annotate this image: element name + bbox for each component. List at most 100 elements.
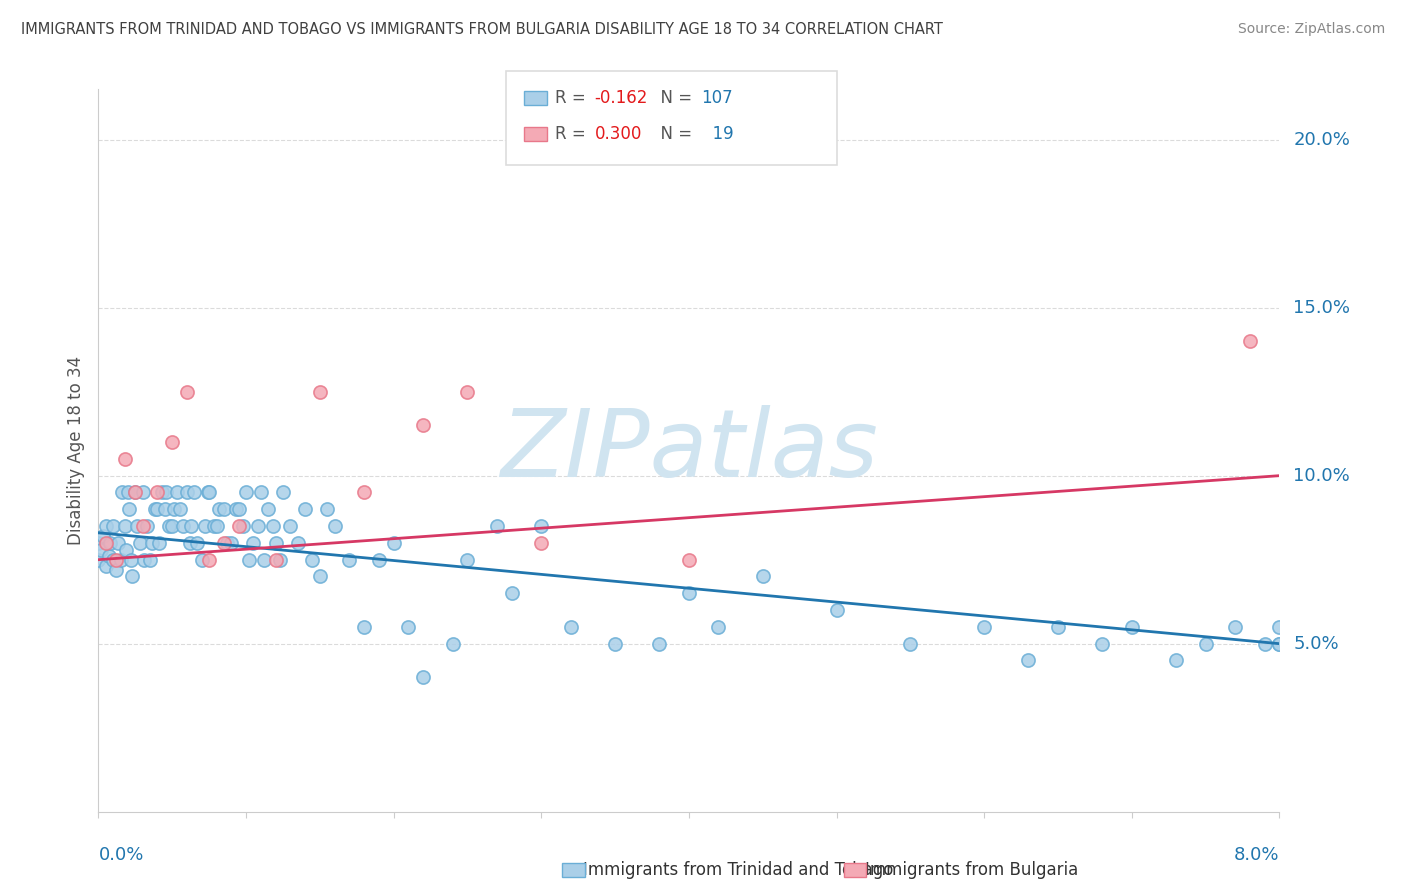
Text: Source: ZipAtlas.com: Source: ZipAtlas.com [1237,22,1385,37]
Point [441,637,464,651]
Point [198,485,221,500]
Point [900,637,922,651]
Point [157,519,180,533]
Point [205,519,228,533]
Point [132,485,155,500]
Point [212,536,235,550]
Point [253,552,276,566]
Point [136,519,159,533]
Point [166,485,188,500]
Point [530,519,553,533]
Text: 15.0%: 15.0% [1294,299,1350,317]
Point [973,620,995,634]
Point [1018,653,1040,667]
Point [121,569,143,583]
Point [501,586,523,600]
Point [678,586,700,600]
Point [94,536,117,550]
Point [752,569,775,583]
Point [94,559,117,574]
Point [155,485,177,500]
Point [120,552,142,566]
Point [128,536,150,550]
Point [825,603,848,617]
Point [111,485,134,500]
Point [1195,637,1218,651]
Point [202,519,225,533]
Point [530,536,553,550]
Text: 20.0%: 20.0% [1294,130,1350,149]
Point [103,519,125,533]
Point [1268,637,1291,651]
Point [87,536,110,550]
Point [148,536,170,550]
Text: N =: N = [650,89,697,107]
Point [1254,637,1277,651]
Point [309,384,332,399]
Point [457,552,479,566]
Point [150,485,173,500]
Point [368,552,391,566]
Text: 0.0%: 0.0% [98,847,143,864]
Point [262,519,284,533]
Text: R =: R = [555,125,592,143]
Point [648,637,671,651]
Point [212,502,235,516]
Point [153,502,176,516]
Point [215,536,238,550]
Point [162,435,183,450]
Point [412,418,434,433]
Point [191,552,214,566]
Point [105,563,128,577]
Point [309,569,332,583]
Text: Immigrants from Bulgaria: Immigrants from Bulgaria [865,861,1078,879]
Point [124,485,146,500]
Point [225,502,247,516]
Point [103,552,125,566]
Point [246,519,269,533]
Point [1091,637,1114,651]
Point [287,536,309,550]
Point [228,519,250,533]
Point [605,637,627,651]
Point [208,502,231,516]
Point [271,485,294,500]
Point [194,519,217,533]
Point [114,451,136,466]
Point [197,485,219,500]
Point [264,536,287,550]
Point [172,519,194,533]
Point [114,519,136,533]
Point [94,519,117,533]
Point [141,536,163,550]
Point [97,549,120,564]
Point [176,384,198,399]
Point [250,485,273,500]
Point [125,519,148,533]
Point [117,485,139,500]
Point [353,620,375,634]
Point [183,485,205,500]
Point [269,552,291,566]
Point [118,502,141,516]
Text: N =: N = [650,125,697,143]
Point [294,502,316,516]
Point [382,536,405,550]
Text: IMMIGRANTS FROM TRINIDAD AND TOBAGO VS IMMIGRANTS FROM BULGARIA DISABILITY AGE 1: IMMIGRANTS FROM TRINIDAD AND TOBAGO VS I… [21,22,943,37]
Point [1225,620,1247,634]
Point [264,552,287,566]
Point [412,670,434,684]
Point [134,552,156,566]
Y-axis label: Disability Age 18 to 34: Disability Age 18 to 34 [66,356,84,545]
Point [316,502,339,516]
Point [242,536,264,550]
Text: -0.162: -0.162 [595,89,648,107]
Point [163,502,186,516]
Point [1121,620,1143,634]
Point [98,536,121,550]
Point [1268,637,1291,651]
Point [398,620,420,634]
Point [169,502,191,516]
Point [115,542,138,557]
Point [1046,620,1070,634]
